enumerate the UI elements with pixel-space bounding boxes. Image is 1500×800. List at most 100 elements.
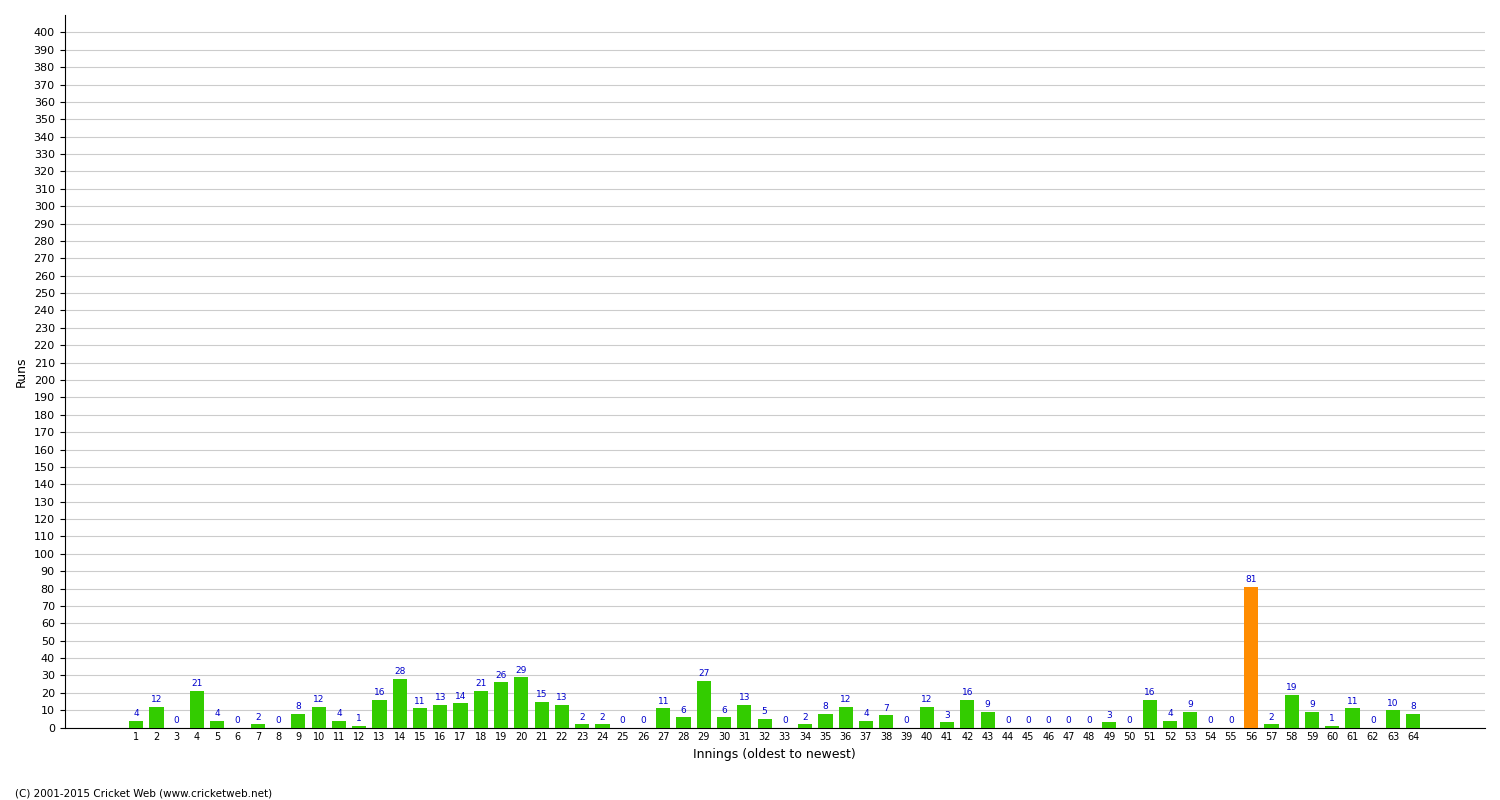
Bar xyxy=(1244,587,1258,727)
Text: 4: 4 xyxy=(336,709,342,718)
Text: 4: 4 xyxy=(214,709,220,718)
Text: 9: 9 xyxy=(984,700,990,710)
Text: 11: 11 xyxy=(657,697,669,706)
Text: 2: 2 xyxy=(255,713,261,722)
Bar xyxy=(738,705,752,727)
Bar xyxy=(596,724,609,727)
Text: 21: 21 xyxy=(476,679,486,689)
Bar xyxy=(960,700,975,727)
Text: 28: 28 xyxy=(394,667,405,676)
Bar xyxy=(656,709,670,727)
Text: 0: 0 xyxy=(903,716,909,725)
Bar xyxy=(819,714,833,727)
Bar xyxy=(494,682,508,727)
Text: 7: 7 xyxy=(884,704,890,713)
Text: 0: 0 xyxy=(1066,716,1071,725)
Bar xyxy=(534,702,549,727)
Text: 9: 9 xyxy=(1188,700,1192,710)
Text: 0: 0 xyxy=(234,716,240,725)
Text: 8: 8 xyxy=(822,702,828,711)
X-axis label: Innings (oldest to newest): Innings (oldest to newest) xyxy=(693,748,856,761)
Bar xyxy=(1305,712,1318,727)
Text: 0: 0 xyxy=(1046,716,1052,725)
Bar xyxy=(1324,726,1340,727)
Text: 10: 10 xyxy=(1388,698,1400,707)
Bar xyxy=(1284,694,1299,727)
Text: 9: 9 xyxy=(1310,700,1316,710)
Bar xyxy=(879,715,894,727)
Text: 5: 5 xyxy=(762,707,768,716)
Text: 2: 2 xyxy=(802,713,808,722)
Text: 12: 12 xyxy=(314,695,324,704)
Bar xyxy=(717,717,730,727)
Bar xyxy=(312,706,326,727)
Text: 14: 14 xyxy=(454,692,466,701)
Text: 12: 12 xyxy=(921,695,933,704)
Bar xyxy=(251,724,266,727)
Bar xyxy=(1162,721,1178,727)
Text: 13: 13 xyxy=(435,694,445,702)
Bar xyxy=(920,706,934,727)
Bar xyxy=(150,706,164,727)
Bar xyxy=(474,691,488,727)
Text: 26: 26 xyxy=(495,670,507,680)
Bar xyxy=(798,724,813,727)
Text: 16: 16 xyxy=(962,688,974,697)
Text: 2: 2 xyxy=(600,713,606,722)
Text: (C) 2001-2015 Cricket Web (www.cricketweb.net): (C) 2001-2015 Cricket Web (www.cricketwe… xyxy=(15,788,272,798)
Text: 11: 11 xyxy=(1347,697,1359,706)
Text: 8: 8 xyxy=(1410,702,1416,711)
Bar xyxy=(514,677,528,727)
Bar xyxy=(1386,710,1400,727)
Text: 1: 1 xyxy=(357,714,362,723)
Text: 2: 2 xyxy=(1269,713,1274,722)
Bar xyxy=(1102,722,1116,727)
Text: 16: 16 xyxy=(1144,688,1155,697)
Bar xyxy=(453,703,468,727)
Bar xyxy=(574,724,590,727)
Bar xyxy=(413,709,428,727)
Text: 6: 6 xyxy=(681,706,687,714)
Bar xyxy=(981,712,994,727)
Bar xyxy=(676,717,690,727)
Bar xyxy=(1406,714,1420,727)
Text: 3: 3 xyxy=(1107,710,1112,720)
Bar xyxy=(1184,712,1197,727)
Text: 11: 11 xyxy=(414,697,426,706)
Text: 8: 8 xyxy=(296,702,302,711)
Y-axis label: Runs: Runs xyxy=(15,356,28,386)
Bar xyxy=(433,705,447,727)
Bar xyxy=(859,721,873,727)
Text: 3: 3 xyxy=(944,710,950,720)
Text: 4: 4 xyxy=(1167,709,1173,718)
Bar xyxy=(352,726,366,727)
Bar xyxy=(372,700,387,727)
Bar xyxy=(332,721,346,727)
Text: 2: 2 xyxy=(579,713,585,722)
Bar xyxy=(1264,724,1278,727)
Bar xyxy=(291,714,306,727)
Text: 13: 13 xyxy=(556,694,567,702)
Bar xyxy=(940,722,954,727)
Text: 0: 0 xyxy=(274,716,280,725)
Bar xyxy=(210,721,225,727)
Text: 4: 4 xyxy=(134,709,140,718)
Text: 0: 0 xyxy=(640,716,646,725)
Bar xyxy=(758,719,771,727)
Text: 27: 27 xyxy=(698,669,709,678)
Bar xyxy=(1143,700,1156,727)
Bar xyxy=(839,706,854,727)
Text: 0: 0 xyxy=(782,716,788,725)
Bar xyxy=(129,721,144,727)
Bar xyxy=(393,679,406,727)
Text: 0: 0 xyxy=(1086,716,1092,725)
Bar xyxy=(1346,709,1359,727)
Text: 0: 0 xyxy=(620,716,626,725)
Text: 81: 81 xyxy=(1245,575,1257,584)
Text: 0: 0 xyxy=(174,716,180,725)
Text: 6: 6 xyxy=(722,706,728,714)
Text: 29: 29 xyxy=(516,666,526,674)
Text: 4: 4 xyxy=(862,709,868,718)
Text: 0: 0 xyxy=(1228,716,1234,725)
Bar xyxy=(696,681,711,727)
